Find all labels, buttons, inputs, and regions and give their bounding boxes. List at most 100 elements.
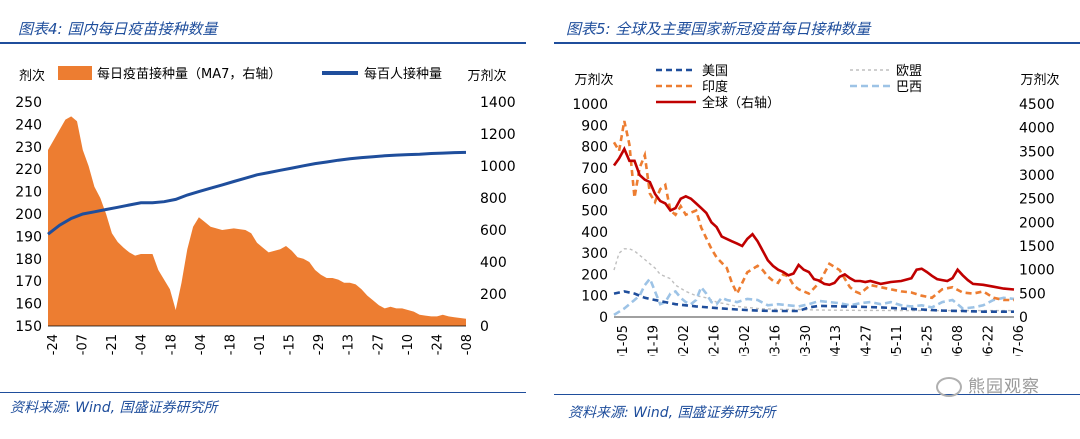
x-tick-label: 04-29	[312, 334, 327, 356]
x-tick-label: 06-22	[982, 325, 997, 356]
right-y-tick-label: 800	[480, 191, 507, 207]
left-y-tick-label: 1000	[572, 97, 608, 113]
left-y-tick-label: 190	[15, 229, 42, 245]
us-line-series	[613, 290, 1014, 313]
left-y-tick-label: 230	[15, 140, 42, 156]
left-y-tick-label: 210	[15, 185, 42, 201]
left-axis-unit: 剂次	[19, 68, 45, 84]
left-y-tick-label: 160	[15, 297, 42, 313]
x-tick-label: 02-18	[164, 334, 179, 356]
x-tick-label: 06-10	[401, 334, 416, 356]
x-tick-label: 04-15	[283, 334, 298, 356]
left-y-tick-label: 900	[581, 118, 608, 134]
right-y-tick-label: 200	[480, 287, 507, 303]
right-y-tick-label: 4500	[1019, 97, 1055, 113]
global-line-series	[612, 146, 1015, 291]
right-source-rule	[554, 394, 1080, 395]
x-tick-label: 02-16	[707, 325, 722, 356]
x-tick-label: 01-19	[646, 325, 661, 356]
legend-label-india: 印度	[702, 79, 728, 95]
left-y-tick-label: 180	[15, 252, 42, 268]
right-y-tick-label: 4000	[1019, 121, 1055, 137]
right-title-rule	[554, 42, 1080, 44]
legend-label-global: 全球（右轴）	[702, 95, 780, 111]
right-y-tick-label: 3500	[1019, 144, 1055, 160]
x-tick-label: 05-13	[342, 334, 357, 356]
x-tick-label: 03-18	[223, 334, 238, 356]
right-figure-title: 图表5: 全球及主要国家新冠疫苗每日接种数量	[566, 20, 871, 38]
left-y-tick-label: 240	[15, 117, 42, 133]
legend-label-eu: 欧盟	[896, 64, 922, 79]
left-title-rule	[0, 42, 526, 44]
x-tick-label: 12-24	[46, 334, 61, 356]
left-y-tick-label: 150	[15, 319, 42, 335]
left-chart: 150 160 170 180 190 200 210 220 230 240 250 0 200 400…	[15, 66, 516, 356]
x-tick-label: 03-04	[194, 334, 209, 356]
per-hundred-line-series	[47, 150, 467, 236]
right-y-tick-label: 500	[1019, 286, 1046, 302]
left-y-tick-label: 800	[581, 140, 608, 156]
right-figure-panel: 图表5: 全球及主要国家新冠疫苗每日接种数量 0 100 200 300 400 500 6…	[554, 0, 1080, 439]
left-source-note: 资料来源: Wind, 国盛证券研究所	[10, 400, 218, 416]
right-axis-unit: 万剂次	[1020, 72, 1059, 88]
x-tick-label: 05-27	[371, 334, 386, 356]
x-tick-label: 04-01	[253, 334, 268, 356]
right-y-tick-label: 3000	[1019, 168, 1055, 184]
legend-swatch-area	[58, 66, 92, 80]
x-tick-label: 02-02	[677, 325, 692, 356]
left-y-tick-label: 400	[581, 225, 608, 241]
right-y-tick-label: 1500	[1019, 239, 1055, 255]
x-tick-label: 06-08	[951, 325, 966, 356]
left-y-tick-label: 100	[581, 289, 608, 305]
eu-line-series	[613, 248, 1014, 312]
legend-label-area: 每日疫苗接种量（MA7，右轴）	[97, 66, 281, 82]
x-tick-label: 04-27	[860, 325, 875, 356]
right-y-tick-label: 1400	[480, 95, 516, 111]
x-tick-label: 03-02	[738, 325, 753, 356]
left-y-tick-label: 200	[581, 267, 608, 283]
x-tick-label: 01-05	[616, 325, 631, 356]
x-tick-label: 07-08	[460, 334, 475, 356]
right-y-tick-label: 400	[480, 255, 507, 271]
left-y-tick-label: 500	[581, 204, 608, 220]
left-source-rule	[0, 392, 526, 393]
legend-label-brazil: 巴西	[896, 80, 922, 95]
right-y-tick-label: 1200	[480, 127, 516, 143]
right-axis-unit: 万剂次	[467, 68, 506, 84]
brazil-line-series	[613, 276, 1015, 317]
left-y-tick-label: 700	[581, 161, 608, 177]
right-y-tick-label: 0	[1019, 310, 1028, 326]
right-y-tick-label: 2500	[1019, 192, 1055, 208]
vaccination-area-series	[48, 116, 466, 327]
right-chart: 0 100 200 300 400 500 600 700 800 900 1000 0 500 1000…	[572, 64, 1059, 356]
legend-label-us: 美国	[702, 64, 728, 79]
right-y-tick-label: 0	[480, 319, 489, 335]
watermark-text: 熊园观察	[968, 377, 1040, 397]
left-y-tick-label: 600	[581, 182, 608, 198]
left-y-tick-label: 300	[581, 246, 608, 262]
x-tick-label: 05-25	[921, 325, 936, 356]
x-tick-label: 03-16	[768, 325, 783, 356]
right-y-tick-label: 2000	[1019, 215, 1055, 231]
right-y-tick-label: 600	[480, 223, 507, 239]
right-source-note: 资料来源: Wind, 国盛证券研究所	[568, 405, 776, 421]
x-tick-label: 04-13	[829, 325, 844, 356]
x-tick-label: 03-30	[799, 325, 814, 356]
right-y-tick-label: 1000	[1019, 263, 1055, 279]
x-tick-label: 02-04	[135, 334, 150, 356]
left-y-tick-label: 220	[15, 162, 42, 178]
watermark: 熊园观察	[936, 372, 1040, 397]
india-line-series	[612, 120, 1014, 302]
left-y-tick-label: 200	[15, 207, 42, 223]
x-tick-label: 01-07	[76, 334, 91, 356]
wechat-icon	[936, 377, 962, 397]
x-tick-label: 05-11	[890, 325, 905, 356]
left-y-tick-label: 250	[15, 95, 42, 111]
legend-label-line: 每百人接种量	[364, 66, 442, 82]
left-axis-unit: 万剂次	[574, 72, 613, 88]
left-y-tick-label: 170	[15, 274, 42, 290]
left-y-tick-label: 0	[599, 310, 608, 326]
x-tick-label: 07-06	[1012, 325, 1027, 356]
right-y-tick-label: 1000	[480, 159, 516, 175]
left-figure-title: 图表4: 国内每日疫苗接种数量	[18, 20, 218, 38]
